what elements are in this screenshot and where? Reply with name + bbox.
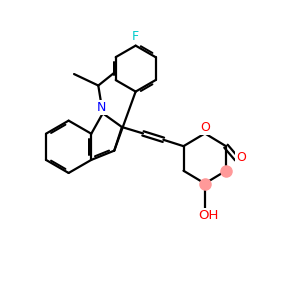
Text: O: O [201, 121, 211, 134]
Text: N: N [97, 101, 106, 114]
Text: OH: OH [199, 208, 219, 222]
Text: O: O [236, 151, 246, 164]
Text: F: F [132, 30, 139, 43]
